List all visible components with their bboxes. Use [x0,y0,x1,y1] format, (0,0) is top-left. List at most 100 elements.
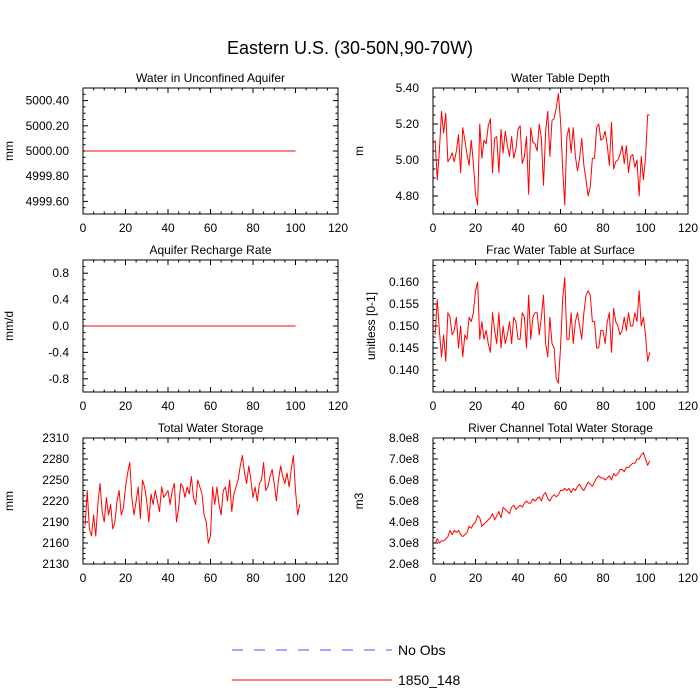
y-tick-label: 2250 [42,473,69,487]
y-tick-label: 7.0e8 [389,452,419,466]
y-tick-label: 0.4 [52,293,69,307]
x-tick-label: 40 [161,399,175,413]
panel-6: River Channel Total Water Storage m3 0 20 40… [352,421,698,585]
x-tick-label: 100 [635,399,655,413]
y-tick-label: 5000.20 [26,119,70,133]
y-axis-label: mm/d [2,311,16,341]
legend-1850-148-label: 1850_148 [398,672,461,688]
x-tick-label: 80 [246,571,260,585]
y-axis-label: mm [2,141,16,161]
y-tick-label: 5000.00 [26,144,70,158]
x-tick-label: 80 [596,571,610,585]
x-tick-label: 80 [596,399,610,413]
y-tick-label: 4.80 [396,189,420,203]
y-tick-label: 5.0e8 [389,494,419,508]
y-tick-label: 2220 [42,494,69,508]
y-tick-label: 4999.60 [26,194,70,208]
x-tick-label: 40 [511,221,525,235]
y-tick-label: -0.4 [48,345,69,359]
series-line-1850-148 [434,277,651,384]
y-tick-label: 0.150 [389,319,419,333]
x-tick-label: 60 [554,399,568,413]
plot-frame [82,437,339,565]
x-tick-label: 20 [469,399,483,413]
plot-frame [432,87,689,215]
y-axis-label: mm [2,491,16,511]
panel-2: Water Table Depth m 0 20 40 60 80 100 120 4.80 5.0… [352,71,698,235]
x-tick-label: 0 [80,399,87,413]
panel-title: Water in Unconfined Aquifer [136,71,285,85]
y-tick-label: 8.0e8 [389,431,419,445]
y-tick-label: 5.00 [396,153,420,167]
y-tick-label: 0.160 [389,275,419,289]
y-tick-label: 3.0e8 [389,536,419,550]
x-tick-label: 120 [678,399,698,413]
x-tick-label: 100 [635,221,655,235]
y-tick-label: 2130 [42,557,69,571]
plot-frame [432,437,689,565]
panel-title: Aquifer Recharge Rate [149,243,271,257]
x-tick-label: 100 [285,571,305,585]
y-axis-label: m3 [352,492,366,509]
x-tick-label: 120 [328,221,348,235]
panel-title: Water Table Depth [511,71,610,85]
x-tick-label: 80 [596,221,610,235]
x-tick-label: 80 [246,221,260,235]
panels: Water in Unconfined Aquifer mm 0 20 40 60 80 10… [2,71,698,585]
x-tick-label: 0 [80,571,87,585]
x-tick-label: 100 [285,221,305,235]
x-tick-label: 0 [430,221,437,235]
series-line-1850-148 [434,452,651,544]
y-axis-label: unitless [0-1] [364,292,378,360]
x-tick-label: 120 [678,221,698,235]
x-tick-label: 40 [161,571,175,585]
y-tick-label: 0.140 [389,363,419,377]
y-tick-label: 4999.80 [26,169,70,183]
y-tick-label: 0.145 [389,341,419,355]
x-tick-label: 60 [554,571,568,585]
panel-4: Frac Water Table at Surface unitless [0-1… [364,243,698,413]
x-tick-label: 120 [678,571,698,585]
x-tick-label: 20 [119,571,133,585]
series-line-1850-148 [434,92,650,206]
x-tick-label: 20 [469,221,483,235]
y-tick-label: 2190 [42,515,69,529]
y-tick-label: 2280 [42,452,69,466]
x-tick-label: 60 [204,221,218,235]
y-tick-label: 0.155 [389,297,419,311]
y-axis-label: m [352,146,366,156]
y-tick-label: 2310 [42,431,69,445]
x-tick-label: 20 [119,399,133,413]
y-tick-label: 6.0e8 [389,473,419,487]
legend-no-obs-label: No Obs [398,642,445,658]
main-title: Eastern U.S. (30-50N,90-70W) [227,38,473,58]
x-tick-label: 20 [119,221,133,235]
x-tick-label: 0 [80,221,87,235]
x-tick-label: 40 [161,221,175,235]
x-tick-label: 100 [285,399,305,413]
x-tick-label: 60 [554,221,568,235]
y-tick-label: 2160 [42,536,69,550]
x-tick-label: 0 [430,571,437,585]
legend: No Obs 1850_148 [232,642,461,688]
x-tick-label: 100 [635,571,655,585]
panel-3: Aquifer Recharge Rate mm/d 0 20 40 60 80 100 120… [2,243,348,413]
series-line-1850-148 [84,455,301,544]
y-tick-label: 5000.40 [26,94,70,108]
x-tick-label: 60 [204,571,218,585]
panel-title: River Channel Total Water Storage [468,421,653,435]
plot-frame [432,259,689,393]
x-tick-label: 20 [469,571,483,585]
panel-1: Water in Unconfined Aquifer mm 0 20 40 60 80 10… [2,71,348,235]
x-tick-label: 120 [328,399,348,413]
y-tick-label: 0.0 [52,319,69,333]
y-tick-label: 5.40 [396,81,420,95]
y-tick-label: 0.8 [52,266,69,280]
y-tick-label: 4.0e8 [389,515,419,529]
x-tick-label: 0 [430,399,437,413]
y-tick-label: 5.20 [396,117,420,131]
x-tick-label: 40 [511,399,525,413]
x-tick-label: 80 [246,399,260,413]
panel-title: Frac Water Table at Surface [486,243,635,257]
